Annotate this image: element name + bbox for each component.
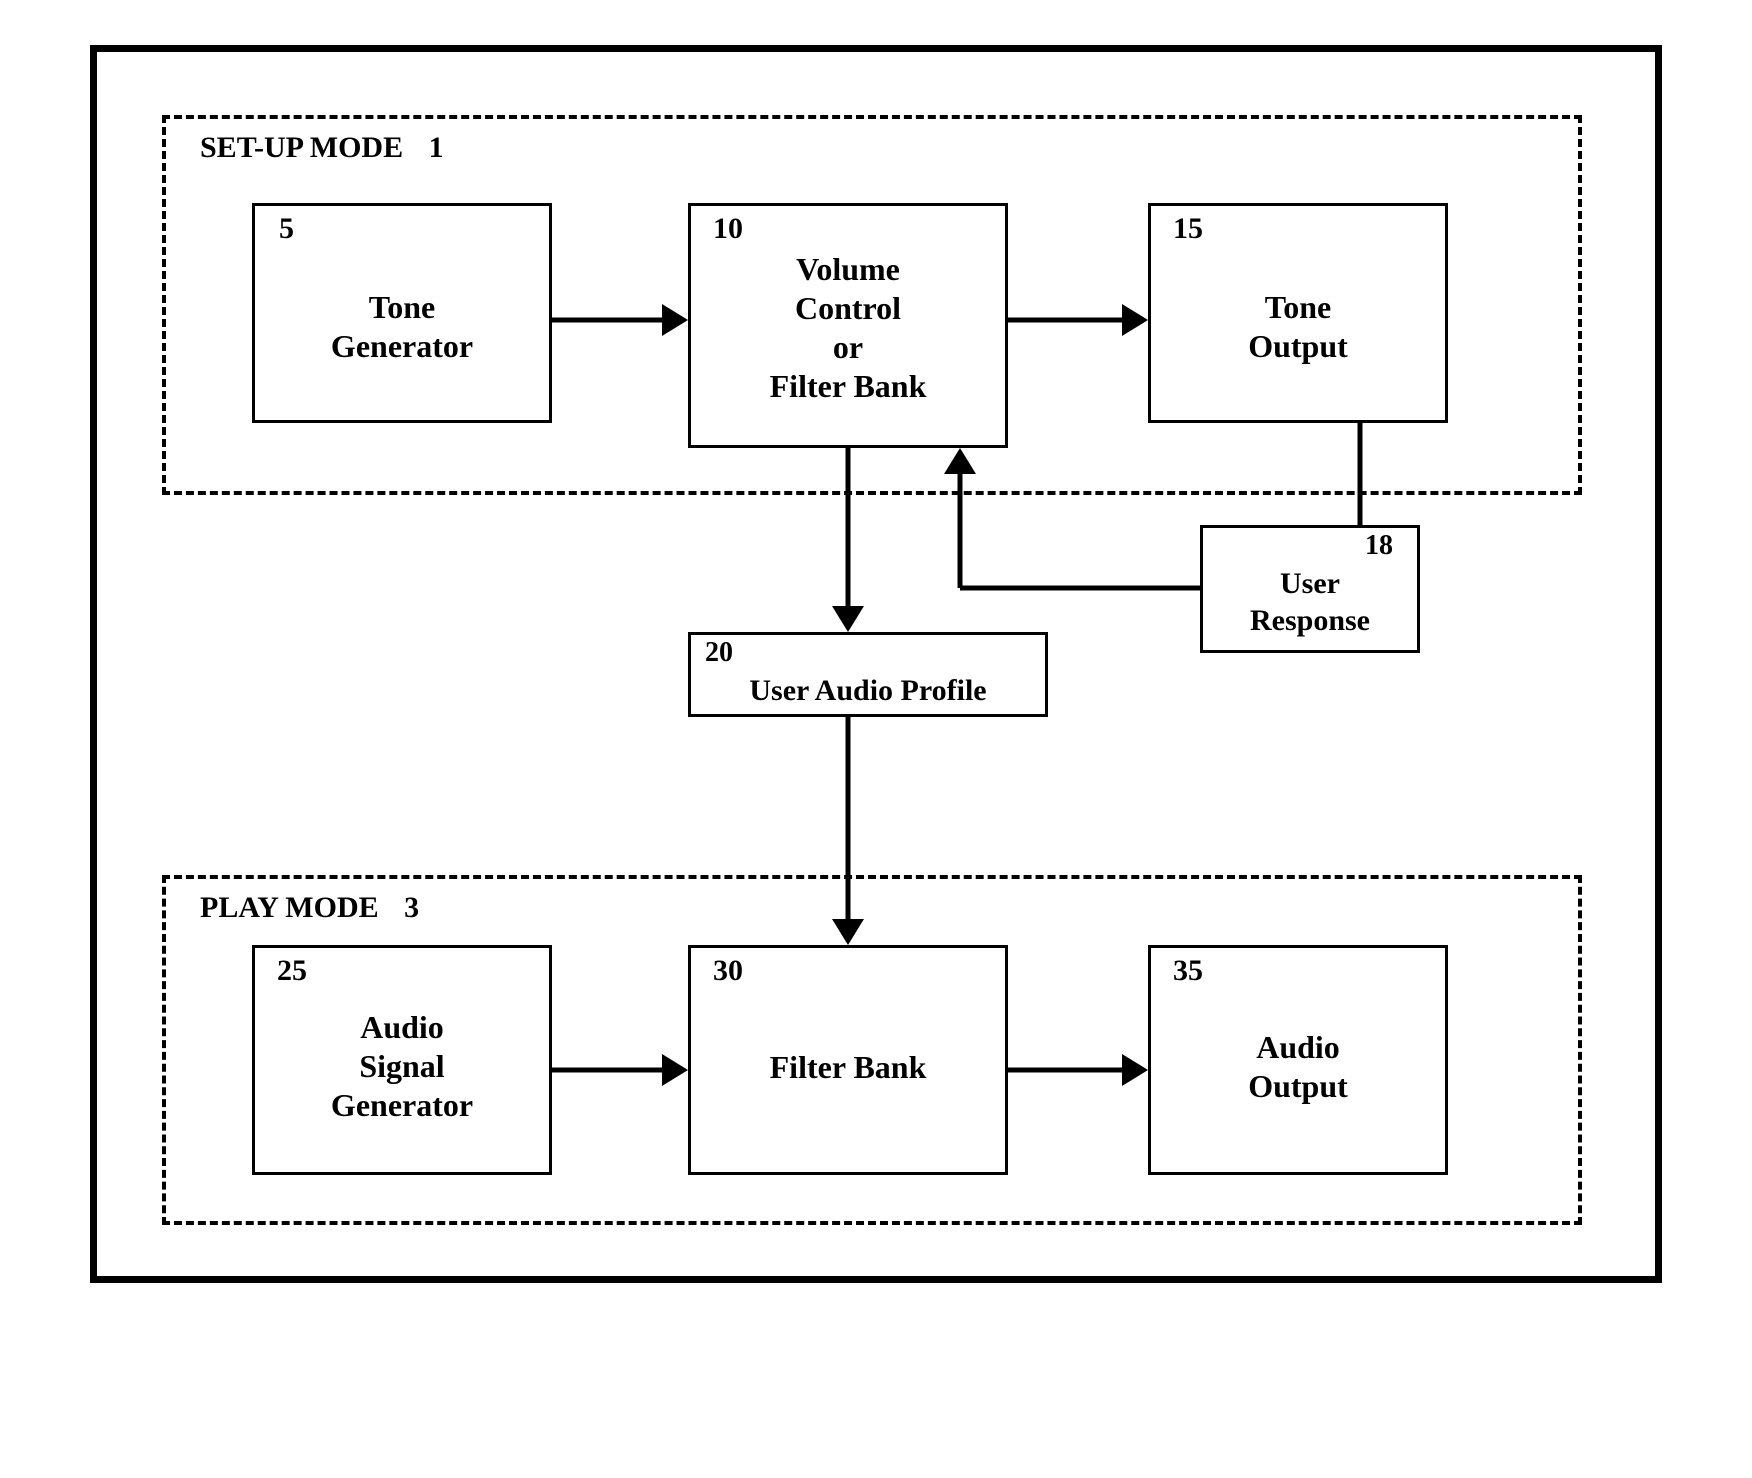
- node-volume-control-label: Volume Control or Filter Bank: [691, 250, 1005, 406]
- node-user-response-number: 18: [1365, 530, 1393, 562]
- node-user-response-label: User Response: [1203, 566, 1417, 639]
- node-tone-output-label: Tone Output: [1151, 288, 1445, 366]
- node-tone-generator: 5 Tone Generator: [252, 203, 552, 423]
- node-audio-output: 35 Audio Output: [1148, 945, 1448, 1175]
- group-setup-title-text: SET-UP MODE: [200, 131, 403, 164]
- node-user-audio-profile: 20 User Audio Profile: [688, 632, 1048, 717]
- group-setup-number: 1: [429, 131, 444, 164]
- node-audio-output-label: Audio Output: [1151, 1028, 1445, 1106]
- group-play-title-text: PLAY MODE: [200, 891, 379, 924]
- node-tone-output-number: 15: [1173, 212, 1203, 246]
- node-filter-bank-number: 30: [713, 954, 743, 988]
- node-volume-control: 10 Volume Control or Filter Bank: [688, 203, 1008, 448]
- group-play-title: PLAY MODE 3: [200, 891, 419, 925]
- node-user-audio-profile-number: 20: [705, 637, 733, 669]
- node-user-audio-profile-label: User Audio Profile: [691, 673, 1045, 710]
- node-filter-bank: 30 Filter Bank: [688, 945, 1008, 1175]
- node-tone-generator-number: 5: [279, 212, 294, 246]
- node-tone-output: 15 Tone Output: [1148, 203, 1448, 423]
- node-audio-signal-generator: 25 Audio Signal Generator: [252, 945, 552, 1175]
- node-audio-output-number: 35: [1173, 954, 1203, 988]
- node-tone-generator-label: Tone Generator: [255, 288, 549, 366]
- node-volume-control-number: 10: [713, 212, 743, 246]
- diagram-canvas: SET-UP MODE 1 PLAY MODE 3 5 Tone Generat…: [0, 0, 1752, 1478]
- group-setup-title: SET-UP MODE 1: [200, 131, 444, 165]
- node-user-response: 18 User Response: [1200, 525, 1420, 653]
- node-filter-bank-label: Filter Bank: [691, 1048, 1005, 1087]
- node-audio-signal-generator-number: 25: [277, 954, 307, 988]
- node-audio-signal-generator-label: Audio Signal Generator: [255, 1008, 549, 1125]
- group-play-number: 3: [404, 891, 419, 924]
